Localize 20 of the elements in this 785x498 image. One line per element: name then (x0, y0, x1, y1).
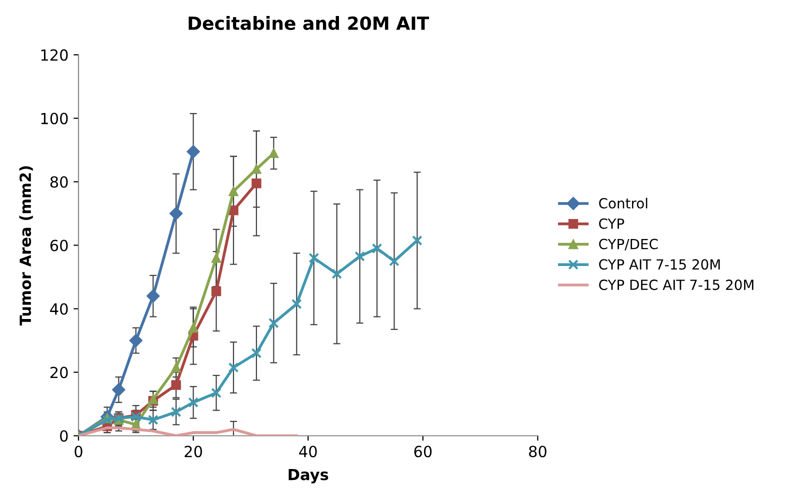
y-tick-label: 60 (50, 240, 68, 252)
x-tick-label: 60 (414, 446, 432, 458)
y-tick-label: 80 (50, 176, 68, 188)
y-tick-label: 120 (41, 49, 68, 61)
legend-label: CYP AIT 7-15 20M (599, 259, 720, 270)
x-axis-title: Days (288, 468, 328, 484)
x-tick-label: 0 (74, 446, 82, 458)
y-tick-label: 100 (41, 112, 68, 124)
legend-label: Control (599, 198, 648, 209)
chart-title: Decitabine and 20M AIT (188, 16, 430, 30)
y-tick-label: 40 (50, 303, 68, 315)
y-axis-title: Tumor Area (mm2) (19, 166, 33, 326)
legend-label: CYP/DEC (599, 238, 658, 250)
legend-label: CYP (599, 218, 624, 229)
y-tick-label: 20 (50, 366, 68, 378)
y-tick-label: 0 (60, 430, 68, 442)
x-tick-label: 20 (184, 446, 202, 458)
x-tick-label: 80 (529, 446, 546, 458)
x-tick-label: 40 (299, 446, 317, 458)
legend-label: CYP DEC AIT 7-15 20M (599, 280, 754, 290)
